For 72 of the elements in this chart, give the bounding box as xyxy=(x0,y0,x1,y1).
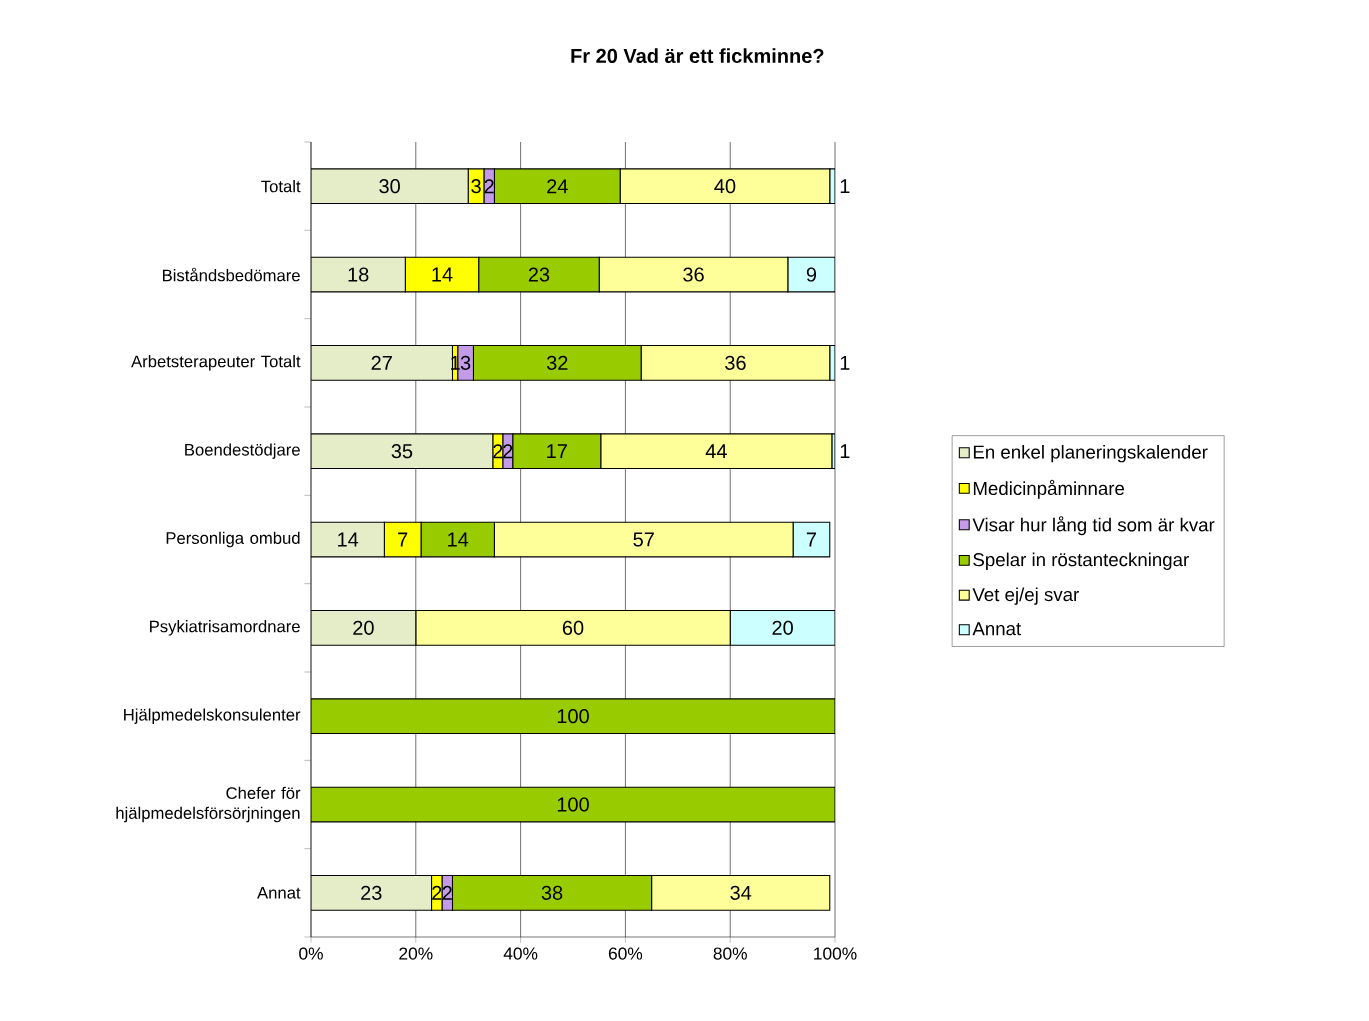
data-label: 9 xyxy=(806,267,817,282)
legend-label: Vet ej/ej svar xyxy=(972,587,1079,605)
bar xyxy=(311,698,836,735)
bar xyxy=(512,433,602,470)
data-label: 17 xyxy=(547,444,567,459)
x-tick-label: 100% xyxy=(814,947,857,960)
data-label: 23 xyxy=(361,885,382,900)
x-tick-label: 60% xyxy=(608,947,643,960)
x-tick-label: 80% xyxy=(713,947,747,960)
legend-label: Medicinpåminnare xyxy=(973,479,1125,499)
data-label: 36 xyxy=(725,355,746,370)
legend-label: Spelar in röstanteckningar xyxy=(973,552,1189,570)
data-label: 20 xyxy=(772,620,793,635)
data-label: 44 xyxy=(705,444,727,459)
data-label: 14 xyxy=(448,532,469,547)
data-label: 14 xyxy=(432,267,453,282)
data-label: 7 xyxy=(806,532,816,547)
data-label: 3 xyxy=(460,355,471,370)
y-tick-label: Boendestödjare xyxy=(185,443,300,459)
y-tick-label: Arbetsterapeuter Totalt xyxy=(131,355,301,371)
data-label: 27 xyxy=(371,355,392,370)
data-label: 18 xyxy=(348,267,369,282)
bar xyxy=(311,521,385,558)
bar xyxy=(493,168,621,205)
data-label: 14 xyxy=(338,532,359,547)
x-tick-label: 40% xyxy=(503,947,538,960)
data-label: 24 xyxy=(547,179,568,194)
data-label: 3 xyxy=(471,179,481,194)
bar xyxy=(311,168,469,205)
bar xyxy=(420,521,495,558)
data-label: 34 xyxy=(730,885,752,900)
data-label: 1 xyxy=(840,355,850,370)
bar xyxy=(472,344,642,381)
legend-label: Annat xyxy=(972,622,1022,636)
bar xyxy=(311,609,417,646)
y-tick-label: Totalt xyxy=(261,180,301,193)
y-tick-label: Personliga ombud xyxy=(166,531,300,548)
legend-label: En enkel planeringskalender xyxy=(973,444,1208,463)
data-label: 36 xyxy=(683,267,704,282)
chart-title: Fr 20 Vad är ett fickminne? xyxy=(571,48,824,63)
data-label: 1 xyxy=(840,179,850,194)
data-label: 20 xyxy=(353,620,374,635)
data-label: 30 xyxy=(379,179,400,194)
bar xyxy=(451,874,653,911)
data-label: 7 xyxy=(398,532,408,547)
y-tick-label: Annat xyxy=(257,887,301,899)
bar xyxy=(311,874,433,911)
bar xyxy=(311,786,836,823)
y-tick-label: Chefer för hjälpmedelsförsörjningen xyxy=(116,786,301,823)
data-label: 1 xyxy=(840,444,850,459)
data-label: 38 xyxy=(541,885,563,900)
data-label: 32 xyxy=(546,355,568,370)
bar xyxy=(383,521,422,558)
data-label: 35 xyxy=(391,444,413,459)
bar xyxy=(311,256,406,293)
legend-label: Visar hur lång tid som är kvar xyxy=(972,516,1215,536)
data-label: 23 xyxy=(528,267,550,282)
x-tick-label: 0% xyxy=(299,947,323,960)
bar xyxy=(729,609,836,646)
data-label: 60 xyxy=(562,620,584,635)
data-label: 2 xyxy=(432,885,442,900)
data-label: 100 xyxy=(557,797,589,812)
x-tick-label: 20% xyxy=(399,947,433,960)
y-tick-label: Psykiatrisamordnare xyxy=(150,620,300,636)
bar xyxy=(478,256,600,293)
data-label: 57 xyxy=(633,532,654,547)
y-tick-label: Biståndsbedömare xyxy=(162,267,300,282)
data-label: 100 xyxy=(557,709,589,724)
y-tick-label: Hjälpmedelskonsulenter xyxy=(124,708,301,724)
bar xyxy=(404,256,480,293)
data-label: 40 xyxy=(714,179,736,194)
bar xyxy=(311,433,494,470)
